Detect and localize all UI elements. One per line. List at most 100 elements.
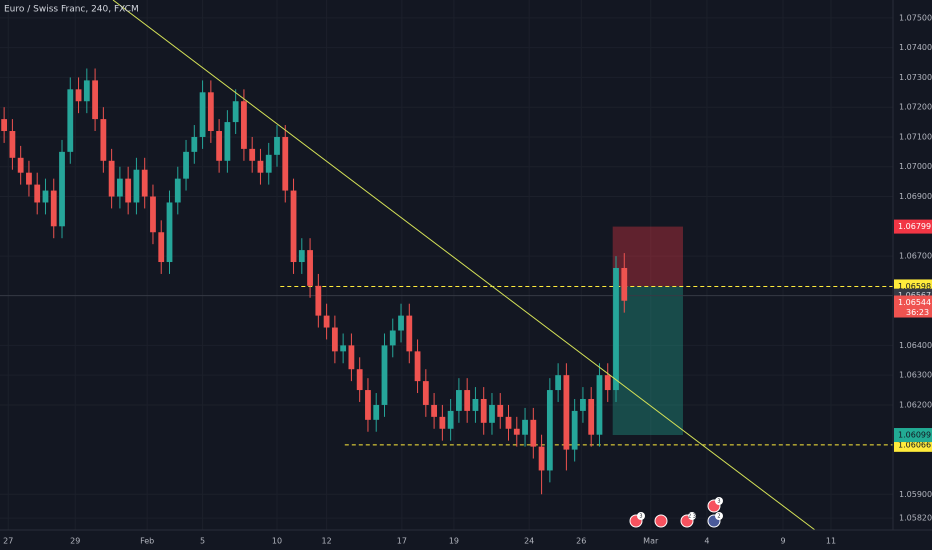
candle-body <box>290 190 297 263</box>
axes: 1.07500 1.07400 1.07300 1.07200 1.07100 1.070… <box>3 13 932 546</box>
event-badge-label: 3 <box>717 499 720 505</box>
price-tag-label: 1.06099 <box>898 431 931 440</box>
candle-body <box>274 136 280 155</box>
chart-title: Euro / Swiss Franc, 240, FXCM <box>4 5 139 15</box>
candle-body <box>323 315 330 328</box>
x-tick-label: 12 <box>322 537 332 546</box>
price-tag <box>894 295 932 318</box>
y-tick-label: 1.07300 <box>899 73 932 82</box>
candle-body <box>613 267 619 391</box>
candle-body <box>224 122 231 161</box>
candle-body <box>447 410 454 429</box>
candle-body <box>431 404 437 417</box>
candle-body <box>406 315 413 352</box>
candle-body <box>340 345 347 352</box>
candle-body <box>331 327 338 352</box>
event-badge-label: 3 <box>639 514 642 520</box>
candle-body <box>489 404 495 423</box>
y-tick-label: 1.07200 <box>899 103 932 112</box>
candle-body <box>232 101 239 123</box>
price-tag-label: 1.06799 <box>898 222 931 231</box>
y-tick-label: 1.06700 <box>899 252 932 261</box>
candle-body <box>373 404 380 420</box>
x-tick-label: 26 <box>576 537 586 546</box>
candle-body <box>604 375 611 391</box>
x-tick-label: Mar <box>643 537 659 546</box>
candle-body <box>249 148 256 161</box>
candle-body <box>381 345 388 405</box>
candle-body <box>356 369 363 391</box>
candle-body <box>83 80 90 102</box>
x-tick-label: 10 <box>272 537 282 546</box>
candle-body <box>307 250 313 286</box>
y-tick-label: 1.06300 <box>899 371 932 380</box>
event-badge-label: 2 3 <box>688 514 696 520</box>
candle-body <box>50 190 57 227</box>
candle-body <box>257 160 264 173</box>
event-icon[interactable] <box>654 514 668 528</box>
candle-body <box>282 136 289 191</box>
candle-body <box>571 410 578 450</box>
y-tick-label: 1.06200 <box>899 400 932 409</box>
price-tag-label: 1.06066 <box>898 440 931 449</box>
candle-body <box>563 375 570 450</box>
candle-body <box>158 232 165 263</box>
candle-body <box>183 151 189 179</box>
candle-body <box>67 89 74 152</box>
candle-body <box>42 190 49 203</box>
candle-body <box>505 416 512 429</box>
candle-body <box>1 119 8 132</box>
candle-body <box>166 202 173 263</box>
candle-body <box>216 131 223 161</box>
candle-body <box>621 267 628 301</box>
y-tick-label: 1.06900 <box>899 192 932 201</box>
y-tick-label: 1.06400 <box>899 341 932 350</box>
candle-body <box>389 330 396 346</box>
candle-body <box>365 390 371 420</box>
grid <box>0 0 893 530</box>
candle-body <box>414 351 421 382</box>
y-tick-label: 1.07500 <box>899 13 932 22</box>
candle-body <box>522 419 528 435</box>
price-tag-label: 1.06544 <box>898 298 931 307</box>
candle-body <box>422 381 429 405</box>
candle-body <box>174 178 181 203</box>
candle-body <box>472 398 479 411</box>
candle-body <box>513 428 520 435</box>
candle-body <box>100 119 107 161</box>
x-tick-label: 24 <box>524 537 534 546</box>
candle-body <box>348 345 355 370</box>
candle-body <box>9 131 16 158</box>
candle-body <box>315 285 322 316</box>
candle-body <box>530 419 537 447</box>
trend-line <box>112 0 816 531</box>
y-tick-label: 1.07400 <box>899 43 932 52</box>
candle-body <box>116 178 123 197</box>
y-tick-label: 1.05900 <box>899 490 932 499</box>
candle-body <box>480 398 487 423</box>
x-tick-label: 5 <box>200 537 205 546</box>
event-badge <box>637 512 645 520</box>
x-tick-label: Feb <box>140 537 154 546</box>
x-tick-label: 17 <box>397 537 407 546</box>
candle-body <box>191 136 198 152</box>
x-tick-label: 9 <box>780 537 785 546</box>
candle-body <box>133 169 140 203</box>
candle-body <box>398 315 404 331</box>
candle-body <box>26 172 32 185</box>
candle-body <box>265 154 272 173</box>
candle-body <box>34 184 41 203</box>
candle-body <box>588 398 595 435</box>
x-tick-label: 19 <box>449 537 459 546</box>
candle-body <box>464 390 471 411</box>
y-tick-label: 1.05820 <box>899 514 932 523</box>
target-zone <box>612 286 683 436</box>
candle-body <box>298 250 305 263</box>
x-tick-label: 29 <box>70 537 80 546</box>
candle-body <box>439 416 446 429</box>
x-tick-label: 11 <box>826 537 836 546</box>
candle-body <box>538 446 545 471</box>
